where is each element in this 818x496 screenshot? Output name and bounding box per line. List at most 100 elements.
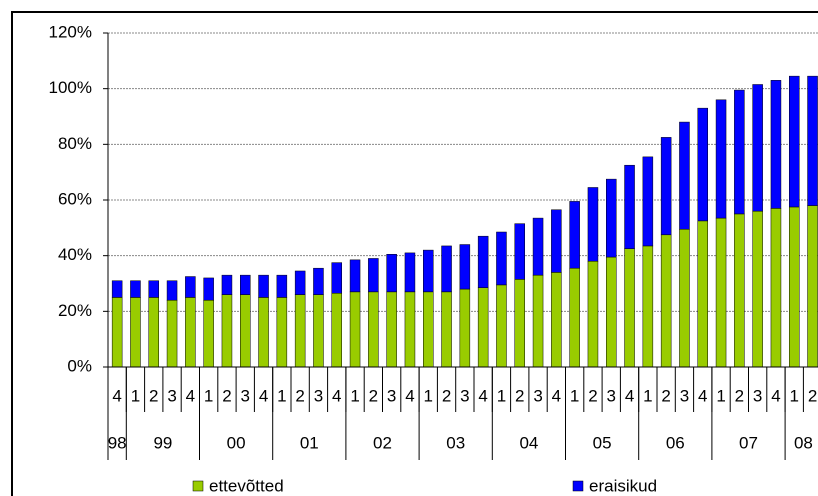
bar: [294, 294, 306, 368]
x-tick-label: 4: [332, 386, 341, 405]
y-tick-label: 60%: [58, 189, 92, 208]
x-tick-label: 3: [460, 386, 469, 405]
x-tick-label: 3: [753, 386, 762, 405]
bar: [514, 279, 525, 368]
bar: [313, 294, 324, 368]
x-tick-label: 3: [167, 386, 176, 405]
bar: [185, 297, 196, 368]
chart-border: [11, 11, 818, 496]
x-tick-label: 1: [497, 386, 506, 405]
x-group-label: 04: [519, 433, 538, 452]
bar: [606, 178, 617, 258]
bar: [111, 280, 123, 298]
bar: [331, 262, 342, 294]
bar: [752, 84, 763, 212]
bar: [203, 299, 214, 368]
x-tick-label: 3: [680, 386, 689, 405]
bar: [166, 299, 178, 368]
y-tick-label: 40%: [58, 245, 92, 264]
bar: [258, 297, 269, 368]
bar: [807, 75, 818, 206]
bar: [587, 187, 599, 262]
bar: [331, 292, 342, 368]
x-tick-label: 1: [790, 386, 799, 405]
x-tick-label: 1: [277, 386, 286, 405]
x-tick-label: 3: [387, 386, 396, 405]
bar: [715, 217, 727, 368]
bar: [770, 80, 782, 209]
bar: [423, 249, 434, 293]
legend-swatch: [572, 480, 584, 492]
bar: [514, 223, 525, 280]
x-tick-label: 1: [716, 386, 725, 405]
x-tick-label: 4: [259, 386, 268, 405]
x-tick-label: 1: [204, 386, 213, 405]
x-tick-label: 4: [112, 386, 121, 405]
x-tick-label: 3: [607, 386, 616, 405]
x-tick-label: 2: [808, 386, 817, 405]
bar: [240, 274, 251, 295]
bar: [258, 274, 269, 298]
x-tick-label: 2: [295, 386, 304, 405]
bar: [569, 267, 580, 368]
x-tick-label: 2: [222, 386, 231, 405]
legend-label: eraisikud: [589, 476, 657, 495]
bar: [130, 280, 141, 298]
bar: [660, 234, 672, 368]
bar: [221, 294, 233, 368]
x-tick-label: 1: [424, 386, 433, 405]
bar: [404, 252, 416, 293]
bar: [368, 291, 379, 368]
bar: [276, 274, 288, 298]
bar: [441, 291, 452, 368]
x-group-label: 01: [300, 433, 319, 452]
bar: [386, 254, 397, 293]
bar: [459, 288, 471, 368]
x-tick-label: 2: [442, 386, 451, 405]
bar: [276, 297, 288, 368]
x-tick-label: 2: [588, 386, 597, 405]
x-tick-label: 2: [661, 386, 670, 405]
y-tick-label: 0%: [67, 356, 92, 375]
bar: [294, 270, 306, 295]
x-tick-label: 3: [241, 386, 250, 405]
x-tick-label: 2: [369, 386, 378, 405]
y-tick-label: 120%: [49, 22, 92, 41]
bar: [642, 245, 654, 368]
bar: [679, 121, 690, 230]
bar: [660, 137, 672, 236]
x-tick-label: 4: [478, 386, 487, 405]
bar: [313, 267, 324, 295]
x-tick-label: 2: [735, 386, 744, 405]
bar: [569, 201, 580, 269]
bar: [166, 280, 178, 301]
x-tick-label: 3: [533, 386, 542, 405]
bar: [130, 297, 141, 368]
x-tick-label: 4: [405, 386, 414, 405]
bar: [642, 156, 654, 247]
bar: [368, 258, 379, 293]
bar: [477, 287, 489, 368]
x-tick-label: 4: [625, 386, 634, 405]
bar: [697, 220, 708, 368]
x-tick-label: 4: [186, 386, 195, 405]
bar: [532, 217, 544, 276]
x-group-label: 99: [153, 433, 172, 452]
x-tick-label: 1: [570, 386, 579, 405]
bar: [587, 260, 599, 368]
bar: [349, 259, 361, 293]
x-group-label: 02: [373, 433, 392, 452]
x-tick-label: 1: [643, 386, 652, 405]
x-tick-label: 1: [350, 386, 359, 405]
bar: [221, 274, 233, 295]
x-group-label: 08: [794, 433, 813, 452]
x-group-label: 98: [108, 433, 127, 452]
bar: [477, 235, 489, 288]
x-group-label: 03: [446, 433, 465, 452]
bar: [386, 291, 397, 368]
bar: [715, 99, 727, 219]
y-tick-label: 80%: [58, 134, 92, 153]
bar: [789, 206, 800, 368]
x-group-label: 05: [593, 433, 612, 452]
